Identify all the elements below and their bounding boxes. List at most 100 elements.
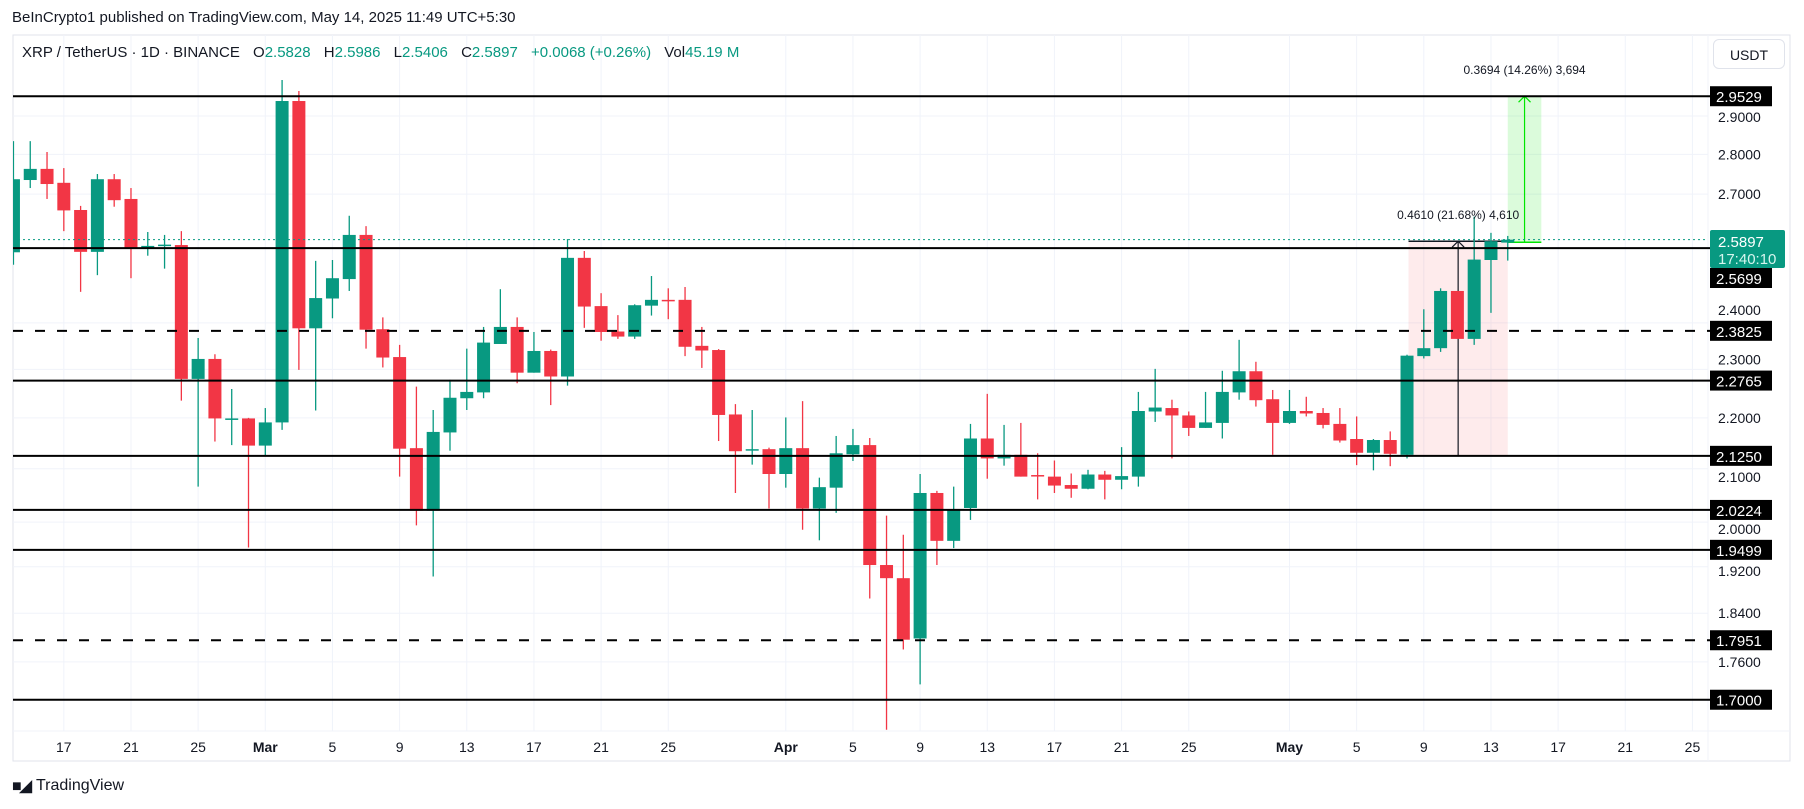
- candle-body: [1215, 391, 1229, 423]
- symbol-legend[interactable]: XRP / TetherUS · 1D · BINANCE O2.5828 H2…: [22, 44, 739, 61]
- tradingview-brand[interactable]: ■◢ TradingView: [12, 776, 124, 796]
- candle-body: [191, 358, 205, 379]
- level-price-text: 1.7000: [1716, 693, 1762, 710]
- open-value: 2.5828: [264, 44, 311, 61]
- candle-body: [40, 168, 54, 185]
- time-tick-label: 25: [190, 739, 206, 755]
- high-label: H: [323, 44, 335, 61]
- candle-body: [896, 578, 910, 640]
- price-range-target[interactable]: [1507, 95, 1542, 244]
- time-tick-label: 25: [660, 739, 676, 755]
- high-value: 2.5986: [334, 44, 381, 61]
- candle: [1249, 361, 1263, 407]
- candle-body: [577, 257, 591, 307]
- candle: [1031, 453, 1045, 500]
- candle: [1299, 396, 1313, 417]
- candle: [779, 417, 793, 488]
- change-value: +0.0068 (+0.26%): [530, 44, 652, 61]
- candle-body: [779, 448, 793, 474]
- candle: [577, 251, 591, 328]
- candle-body: [275, 101, 289, 423]
- candle-body: [930, 492, 944, 541]
- price-tick-label: 1.8400: [1718, 605, 1761, 621]
- candle-body: [846, 445, 860, 455]
- candle: [1266, 389, 1280, 455]
- candle: [107, 174, 121, 207]
- price-tick-label: 2.7000: [1718, 186, 1761, 202]
- candle: [896, 534, 910, 650]
- candle-body: [661, 299, 675, 302]
- candle: [1434, 288, 1448, 352]
- candle-body: [644, 299, 658, 306]
- candle-body: [124, 198, 138, 248]
- candle: [1450, 290, 1464, 339]
- candle: [527, 331, 541, 373]
- candle-body: [1098, 474, 1112, 480]
- level-price-label: 1.9499: [1710, 539, 1772, 560]
- candle-body: [292, 101, 306, 329]
- candle: [1081, 469, 1095, 490]
- currency-button[interactable]: USDT: [1713, 39, 1785, 69]
- candle-body: [13, 179, 20, 253]
- candle-body: [359, 234, 373, 330]
- time-tick-label: 9: [396, 739, 404, 755]
- candles: [13, 80, 1515, 730]
- candle: [829, 435, 843, 513]
- level-price-label: 2.3825: [1710, 320, 1772, 341]
- candle: [1467, 216, 1481, 345]
- candle-body: [426, 431, 440, 511]
- candle-body: [880, 565, 894, 579]
- candle-body: [342, 234, 356, 280]
- candle-body: [1299, 410, 1313, 414]
- candle: [1014, 422, 1028, 477]
- candle: [443, 379, 457, 451]
- candle: [275, 80, 289, 430]
- candle: [292, 91, 306, 370]
- candle: [258, 408, 272, 457]
- candle-body: [1366, 440, 1380, 453]
- candle-body: [1484, 241, 1498, 261]
- level-price-text: 1.9499: [1716, 543, 1762, 560]
- level-price-text: 2.5699: [1716, 271, 1762, 288]
- candle: [1064, 473, 1078, 498]
- candle: [695, 326, 709, 368]
- level-price-label: 1.7951: [1710, 630, 1772, 651]
- level-price-label: 1.7000: [1710, 689, 1772, 710]
- candle: [242, 417, 256, 548]
- publisher-line: BeInCrypto1 published on TradingView.com…: [12, 9, 516, 26]
- time-tick-label: 13: [459, 739, 475, 755]
- time-tick-label: Apr: [774, 739, 799, 755]
- time-axis[interactable]: 17 21 25 Mar 5 9 13 17 21 25 Apr 5 9 13 17 21 25 May 5 9 13 1…: [56, 739, 1700, 755]
- candle-body: [325, 278, 339, 299]
- time-tick-label: 5: [329, 739, 337, 755]
- candle: [712, 349, 726, 442]
- horizontal-levels[interactable]: [13, 95, 1710, 701]
- time-tick-label: 5: [849, 739, 857, 755]
- candle: [57, 168, 71, 232]
- candle-body: [409, 448, 423, 511]
- candle-body: [443, 397, 457, 433]
- price-tick-label: 1.9200: [1718, 563, 1761, 579]
- candle-body: [477, 342, 491, 393]
- time-tick-label: 9: [916, 739, 924, 755]
- candle-body: [225, 418, 239, 420]
- price-tick-label: 2.1000: [1718, 469, 1761, 485]
- candle-body: [23, 168, 37, 181]
- candle-body: [745, 449, 759, 451]
- time-tick-label: 17: [526, 739, 542, 755]
- time-tick-label: May: [1276, 739, 1303, 755]
- candle: [1115, 447, 1129, 490]
- candle: [158, 234, 172, 269]
- candle-body: [611, 331, 625, 337]
- price-tick-label: 2.2000: [1718, 410, 1761, 426]
- price-axis[interactable]: 2.9000 2.8000 2.7000 2.4000 2.3000 2.2000 2.10…: [1718, 109, 1761, 670]
- candle: [1366, 439, 1380, 471]
- symbol-title[interactable]: XRP / TetherUS · 1D · BINANCE: [22, 44, 240, 61]
- time-tick-label: 17: [56, 739, 72, 755]
- candle-body: [1165, 408, 1179, 416]
- candle-body: [208, 358, 222, 419]
- candle: [174, 231, 188, 401]
- candle-body: [594, 306, 608, 332]
- time-tick-label: 5: [1353, 739, 1361, 755]
